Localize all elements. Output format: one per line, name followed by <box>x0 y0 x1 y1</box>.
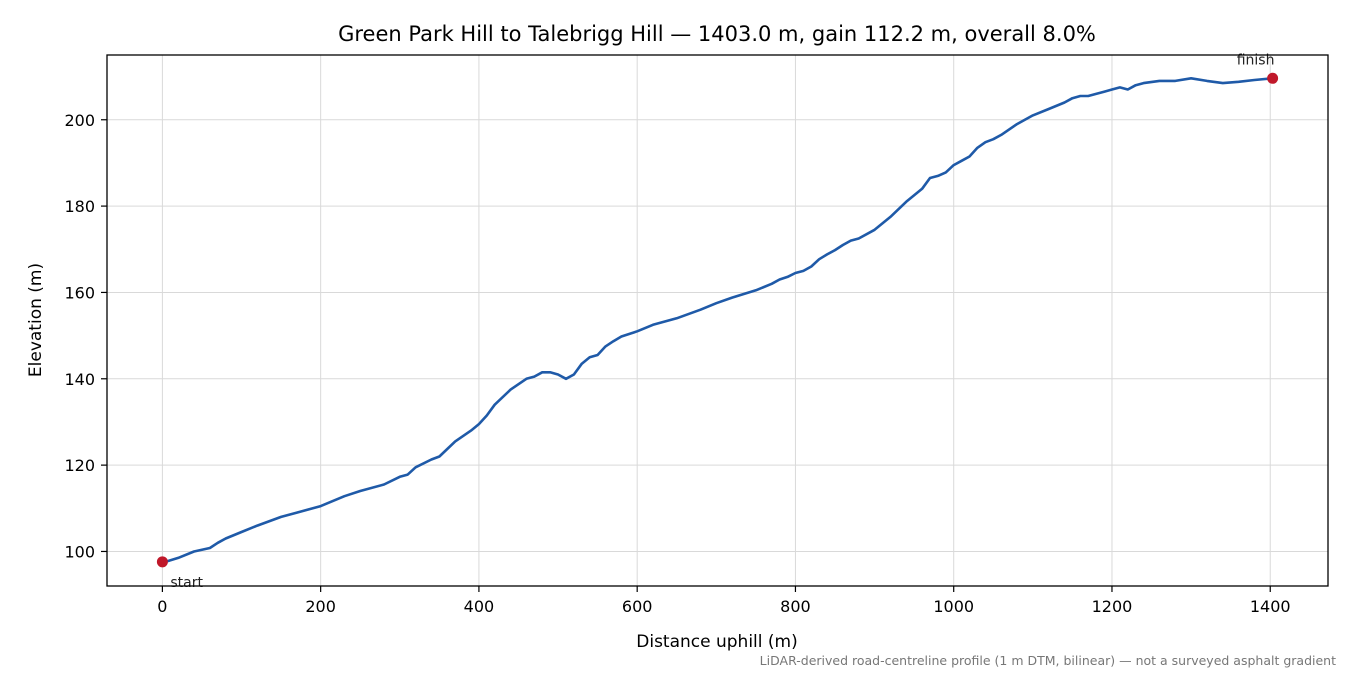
grid <box>107 55 1328 586</box>
x-axis-label: Distance uphill (m) <box>636 632 797 652</box>
x-tick-label: 200 <box>305 597 336 616</box>
x-tick-label: 1000 <box>933 597 974 616</box>
chart-title: Green Park Hill to Talebrigg Hill — 1403… <box>338 22 1096 46</box>
y-tick-label: 160 <box>64 283 95 302</box>
x-tick-label: 600 <box>622 597 653 616</box>
start-label: start <box>170 575 203 591</box>
plot-area: start finish <box>156 52 1279 591</box>
x-tick-label: 0 <box>157 597 167 616</box>
finish-marker <box>1267 72 1279 84</box>
footnote: LiDAR-derived road-centreline profile (1… <box>760 653 1336 668</box>
start-marker <box>156 556 168 568</box>
x-tick-label: 1400 <box>1250 597 1291 616</box>
finish-label: finish <box>1237 52 1275 68</box>
elevation-line <box>161 77 1274 565</box>
plot-frame <box>106 54 1329 587</box>
axes: 0 200 400 600 800 1000 1200 1400 100 120 140 160 180… <box>64 111 1290 616</box>
x-tick-label: 400 <box>464 597 495 616</box>
y-tick-label: 180 <box>64 197 95 216</box>
x-tick-label: 800 <box>780 597 811 616</box>
y-tick-label: 140 <box>64 370 95 389</box>
x-tick-label: 1200 <box>1092 597 1133 616</box>
y-tick-label: 200 <box>64 111 95 130</box>
y-tick-label: 100 <box>64 542 95 561</box>
y-tick-label: 120 <box>64 456 95 475</box>
y-axis-label: Elevation (m) <box>26 263 46 377</box>
